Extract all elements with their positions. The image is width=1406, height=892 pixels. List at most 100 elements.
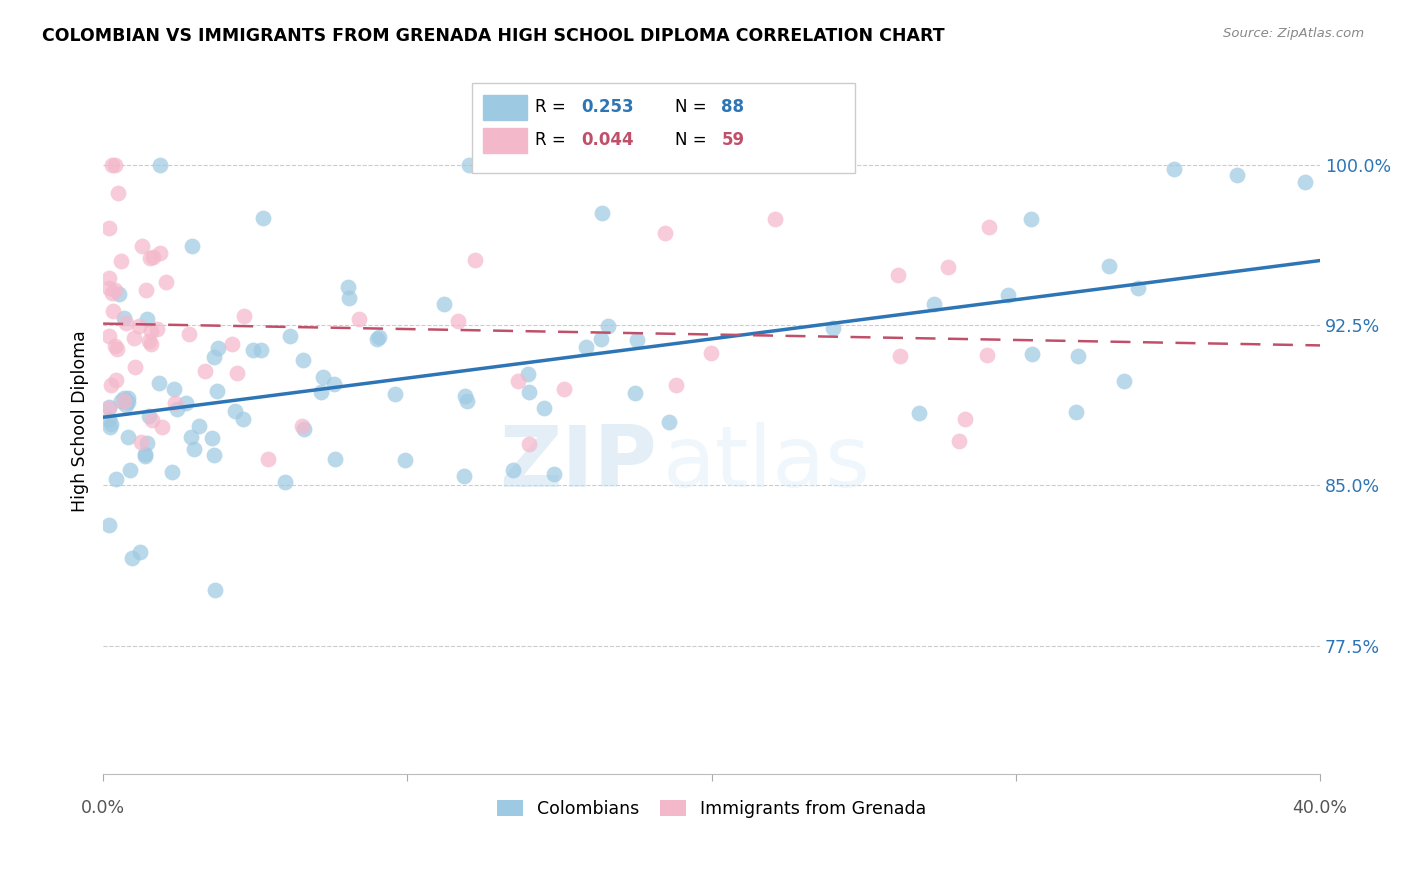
Text: 59: 59 xyxy=(721,131,744,150)
Point xyxy=(1226,169,1249,183)
Point xyxy=(1112,374,1135,388)
Point xyxy=(336,280,359,294)
Point xyxy=(274,475,297,490)
Point xyxy=(117,394,139,409)
Bar xyxy=(482,95,527,120)
Point xyxy=(224,403,246,417)
Point xyxy=(138,334,160,348)
Point xyxy=(205,384,228,398)
Point xyxy=(104,283,127,297)
Point xyxy=(908,406,931,420)
Point xyxy=(104,158,127,172)
Point xyxy=(107,186,129,200)
Point xyxy=(997,288,1019,302)
Point xyxy=(1021,211,1043,226)
Text: Source: ZipAtlas.com: Source: ZipAtlas.com xyxy=(1223,27,1364,40)
Point xyxy=(763,211,786,226)
Point xyxy=(121,550,143,565)
Text: COLOMBIAN VS IMMIGRANTS FROM GRENADA HIGH SCHOOL DIPLOMA CORRELATION CHART: COLOMBIAN VS IMMIGRANTS FROM GRENADA HIG… xyxy=(42,27,945,45)
Point xyxy=(1066,405,1088,419)
Point xyxy=(134,450,156,464)
Point xyxy=(139,324,162,338)
Point xyxy=(575,340,598,354)
Point xyxy=(242,343,264,358)
Point xyxy=(955,412,977,426)
Point xyxy=(108,287,131,301)
Point xyxy=(149,158,172,172)
Point xyxy=(292,422,315,436)
Point xyxy=(502,463,524,477)
Point xyxy=(433,297,456,311)
Point xyxy=(948,434,970,449)
Point xyxy=(150,420,173,434)
Point xyxy=(979,220,1001,235)
Point xyxy=(624,385,647,400)
Point xyxy=(976,348,998,362)
Legend: Colombians, Immigrants from Grenada: Colombians, Immigrants from Grenada xyxy=(491,793,934,825)
Point xyxy=(115,316,138,330)
Point xyxy=(183,442,205,457)
Text: 88: 88 xyxy=(721,98,744,116)
Point xyxy=(104,339,127,353)
Point xyxy=(136,436,159,450)
Point xyxy=(148,376,170,391)
Point xyxy=(665,378,688,392)
Point xyxy=(131,435,153,450)
Text: R =: R = xyxy=(536,131,571,150)
Point xyxy=(112,393,135,408)
Point xyxy=(98,401,121,415)
Point xyxy=(232,411,254,425)
Point xyxy=(110,393,132,408)
Point xyxy=(163,382,186,396)
Point xyxy=(141,412,163,426)
Point xyxy=(323,376,346,391)
Text: 0.044: 0.044 xyxy=(581,131,634,150)
Point xyxy=(194,364,217,378)
Point xyxy=(166,402,188,417)
Point xyxy=(117,430,139,444)
Point xyxy=(1163,161,1185,176)
Point xyxy=(517,367,540,381)
Point xyxy=(519,384,541,399)
Point xyxy=(453,468,475,483)
Point xyxy=(101,304,124,318)
Point xyxy=(112,310,135,325)
Point xyxy=(124,360,146,375)
Point xyxy=(626,333,648,347)
Point xyxy=(149,246,172,260)
Point xyxy=(384,386,406,401)
Point xyxy=(101,286,124,301)
Point xyxy=(232,309,254,323)
Point xyxy=(257,451,280,466)
Point xyxy=(347,311,370,326)
Point xyxy=(1021,347,1043,361)
Point xyxy=(394,453,416,467)
Point xyxy=(98,400,121,414)
Text: 0.0%: 0.0% xyxy=(82,798,125,816)
Point xyxy=(454,389,477,403)
Point xyxy=(201,432,224,446)
Bar xyxy=(482,128,527,153)
Point xyxy=(1126,281,1149,295)
Text: N =: N = xyxy=(675,131,711,150)
Point xyxy=(1066,349,1088,363)
Point xyxy=(131,239,153,253)
Point xyxy=(179,326,201,341)
Point xyxy=(122,331,145,345)
FancyBboxPatch shape xyxy=(472,83,855,173)
Point xyxy=(104,374,127,388)
Point xyxy=(221,336,243,351)
Point xyxy=(188,419,211,434)
Y-axis label: High School Diploma: High School Diploma xyxy=(72,330,89,512)
Point xyxy=(105,342,128,356)
Point xyxy=(181,238,204,252)
Point xyxy=(591,332,613,346)
Text: 40.0%: 40.0% xyxy=(1292,798,1347,816)
Point xyxy=(112,391,135,405)
Point xyxy=(128,545,150,559)
Point xyxy=(339,291,361,305)
Point xyxy=(202,449,225,463)
Point xyxy=(533,401,555,416)
Text: R =: R = xyxy=(536,98,571,116)
Text: 0.253: 0.253 xyxy=(581,98,634,116)
